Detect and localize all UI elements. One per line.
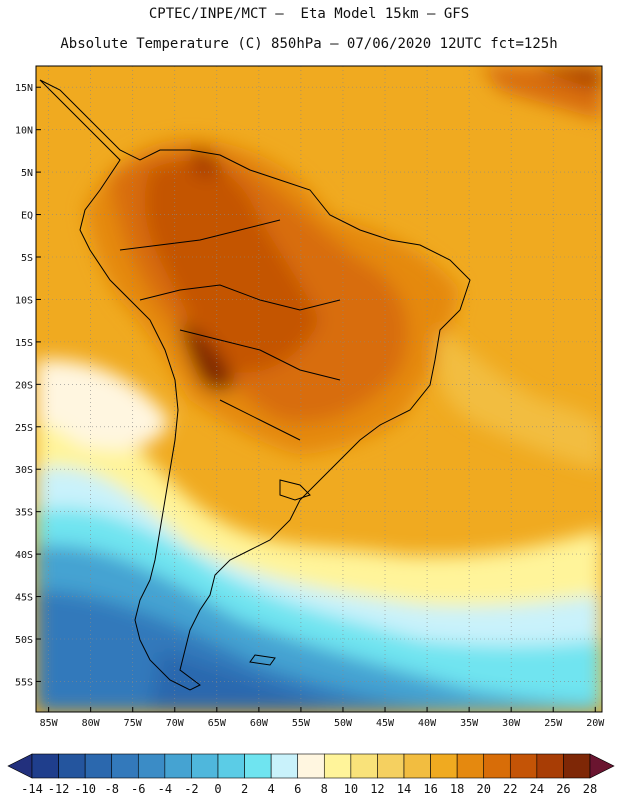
colorbar-swatch <box>563 753 591 779</box>
colorbar-label: -2 <box>184 782 198 796</box>
lat-label: 10N <box>15 126 33 137</box>
colorbar-swatch <box>164 753 192 779</box>
colorbar-swatch <box>191 753 219 779</box>
colorbar-label: 16 <box>423 782 437 796</box>
colorbar-label: 24 <box>530 782 544 796</box>
colorbar-swatch <box>111 753 139 779</box>
colorbar-swatch <box>323 753 352 779</box>
colorbar-swatch <box>430 753 458 779</box>
lat-label: 15S <box>15 338 33 349</box>
lon-label: 70W <box>166 718 185 729</box>
lon-label: 80W <box>82 718 101 729</box>
colorbar-swatch <box>58 753 86 779</box>
colorbar-swatch <box>84 753 113 779</box>
colorbar-label: 8 <box>321 782 328 796</box>
colorbar-swatch <box>137 753 166 779</box>
colorbar-label: 26 <box>556 782 570 796</box>
lat-label: EQ <box>21 211 33 222</box>
lat-label: 10S <box>15 295 33 306</box>
map-title-line-2: Absolute Temperature (C) 850hPa – 07/06/… <box>60 36 558 52</box>
temperature-field <box>36 66 602 712</box>
colorbar-label: 22 <box>503 782 517 796</box>
colorbar-label: -6 <box>131 782 145 796</box>
lat-label: 50S <box>15 635 33 646</box>
lon-label: 20W <box>586 718 605 729</box>
lon-label: 60W <box>250 718 269 729</box>
colorbar-swatch <box>244 753 272 779</box>
lon-label: 45W <box>376 718 395 729</box>
lat-label: 45S <box>15 593 33 604</box>
colorbar-label: 28 <box>583 782 597 796</box>
lon-label: 75W <box>124 718 143 729</box>
map-title-line-1: CPTEC/INPE/MCT – Eta Model 15km – GFS <box>148 6 470 22</box>
colorbar-label: 2 <box>241 782 248 796</box>
colorbar-label: 14 <box>397 782 411 796</box>
lat-lon-grid <box>36 66 602 712</box>
lat-label: 30S <box>15 465 33 476</box>
colorbar <box>7 753 615 779</box>
colorbar-swatch <box>536 753 564 779</box>
map-frame <box>35 65 603 713</box>
colorbar-swatch <box>403 753 431 779</box>
lon-label: 35W <box>460 718 479 729</box>
lat-label: 5S <box>21 253 33 264</box>
colorbar-label: 6 <box>294 782 301 796</box>
colorbar-over-arrow <box>589 753 615 779</box>
longitude-labels: 85W 80W 75W 70W 65W 60W 55W 50W 45W 40W 35W 30W 25W 2… <box>40 718 606 729</box>
colorbar-swatch <box>483 753 511 779</box>
colorbar-label: 4 <box>268 782 275 796</box>
colorbar-swatch <box>217 753 245 779</box>
colorbar-label: 0 <box>214 782 221 796</box>
colorbar-label: 10 <box>344 782 358 796</box>
colorbar-label: -8 <box>104 782 118 796</box>
colorbar-swatch <box>270 753 299 779</box>
colorbar-label: -12 <box>48 782 70 796</box>
colorbar-label: 20 <box>476 782 490 796</box>
lat-label: 55S <box>15 677 33 688</box>
lat-label: 40S <box>15 550 33 561</box>
colorbar-swatch <box>509 753 538 779</box>
latitude-labels: 15N 10N 5N EQ 5S 10S 15S 20S 25S 30S 35S 40S 45S 50S 5… <box>15 83 33 688</box>
lon-label: 65W <box>208 718 227 729</box>
colorbar-swatch <box>297 753 325 779</box>
colorbar-swatch <box>31 753 59 779</box>
lat-label: 5N <box>21 168 33 179</box>
lon-label: 40W <box>418 718 437 729</box>
colorbar-label: -10 <box>74 782 96 796</box>
colorbar-label: -14 <box>21 782 43 796</box>
lon-label: 50W <box>334 718 353 729</box>
coastline <box>39 79 471 691</box>
colorbar-swatch <box>350 753 378 779</box>
lon-label: 25W <box>544 718 563 729</box>
lat-label: 25S <box>15 423 33 434</box>
colorbar-label: -4 <box>158 782 172 796</box>
lon-label: 85W <box>40 718 59 729</box>
lat-label: 35S <box>15 508 33 519</box>
lat-label: 20S <box>15 380 33 391</box>
colorbar-swatch <box>456 753 485 779</box>
lat-label: 15N <box>15 83 33 94</box>
colorbar-swatch <box>377 753 405 779</box>
lon-label: 55W <box>292 718 311 729</box>
colorbar-label: 12 <box>370 782 384 796</box>
colorbar-label: 18 <box>450 782 464 796</box>
colorbar-labels: -14 -12 -10 -8 -6 -4 -2 0 2 4 6 8 10 12 14 16 18 20 22 24 26… <box>21 782 597 796</box>
colorbar-under-arrow <box>7 753 33 779</box>
lon-label: 30W <box>502 718 521 729</box>
